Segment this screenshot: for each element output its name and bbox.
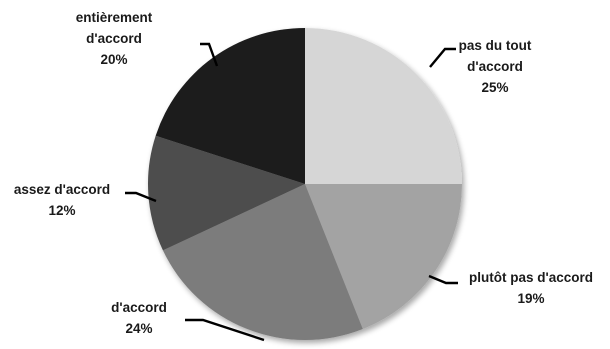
slice-category-label: plutôt pas d'accord bbox=[469, 270, 593, 285]
slice-category-label: entièrement bbox=[76, 10, 153, 25]
slice-value-label: 19% bbox=[517, 291, 544, 306]
pie-slices bbox=[147, 27, 462, 341]
pie-slice-1 bbox=[305, 28, 462, 184]
leader-line-5 bbox=[200, 42, 219, 67]
leader-line-2 bbox=[428, 274, 458, 285]
slice-value-label: 12% bbox=[48, 203, 75, 218]
pie-slice-5 bbox=[155, 27, 305, 184]
leader-lines bbox=[125, 42, 458, 342]
pie-slice-4 bbox=[147, 135, 305, 251]
leader-line-3 bbox=[185, 318, 265, 342]
pie-slice-3 bbox=[162, 184, 363, 341]
leader-line-4 bbox=[125, 191, 157, 203]
slice-category-label: d'accord bbox=[111, 300, 167, 315]
slice-value-label: 25% bbox=[481, 80, 508, 95]
leader-line-1 bbox=[429, 47, 456, 68]
slice-category-label: d'accord bbox=[467, 59, 523, 74]
slice-value-label: 24% bbox=[125, 321, 152, 336]
pie-slice-2 bbox=[305, 184, 462, 330]
slice-category-label: assez d'accord bbox=[14, 182, 110, 197]
slice-category-label: d'accord bbox=[86, 31, 142, 46]
slice-labels: pas du tout d'accord 25% plutôt pas d'accor… bbox=[14, 10, 593, 336]
slice-category-label: pas du tout bbox=[459, 38, 532, 53]
slice-value-label: 20% bbox=[100, 52, 127, 67]
